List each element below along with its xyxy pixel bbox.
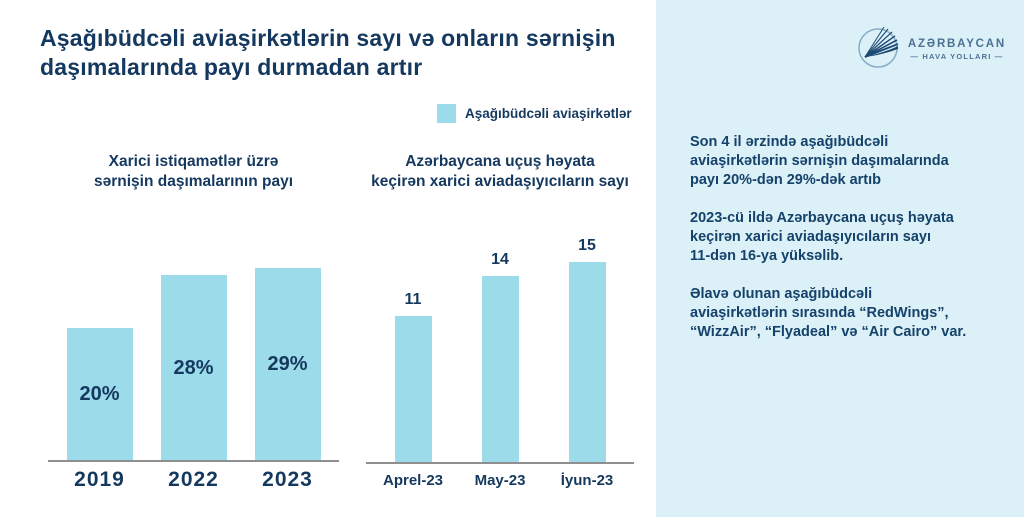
bar-2019: 20%	[66, 328, 133, 461]
bar-May-23	[481, 276, 519, 462]
airline-logo-text: AZƏRBAYCAN — HAVA YOLLARI —	[908, 38, 1006, 61]
x-axis-label-May-23: May-23	[474, 472, 526, 489]
bar-value-label: 15	[578, 237, 596, 254]
x-axis-label-2022: 2022	[168, 468, 219, 491]
airline-logo: AZƏRBAYCAN — HAVA YOLLARI —	[855, 24, 1006, 75]
bar-Aprel-23	[394, 316, 432, 462]
bar-value-label: 29%	[267, 353, 308, 375]
right-chart-axis-line	[366, 462, 634, 464]
x-axis-label-2019: 2019	[74, 468, 125, 491]
brand-subtitle: — HAVA YOLLARI —	[910, 52, 1004, 61]
bar-value-label: 20%	[79, 383, 120, 405]
sidebar-paragraph-2: 2023-cü ildə Azərbaycana uçuş həyata keç…	[690, 210, 954, 264]
page-title: Aşağıbüdcəli aviaşirkətlərin sayı və onl…	[40, 25, 616, 81]
bar-group-May-23: 14	[481, 251, 519, 462]
bar-group-Aprel-23: 11	[394, 291, 432, 462]
bar-İyun-23	[568, 262, 606, 462]
right-chart-x-labels: Aprel-23 May-23 İyun-23	[368, 472, 632, 489]
x-axis-label-İyun-23: İyun-23	[560, 472, 614, 489]
left-chart-x-labels: 2019 2022 2023	[50, 468, 337, 492]
x-axis-label-Aprel-23: Aprel-23	[382, 472, 444, 489]
right-chart-title: Azərbaycana uçuş həyata keçirən xarici a…	[371, 153, 629, 191]
bar-value-label: 14	[491, 251, 509, 268]
x-axis-label-2023: 2023	[262, 468, 313, 491]
sidebar-paragraph-1: Son 4 il ərzində aşağıbüdcəli aviaşirkət…	[690, 134, 949, 188]
legend-swatch-icon	[437, 104, 456, 123]
left-chart-title: Xarici istiqamətlər üzrə sərnişin daşıma…	[94, 153, 293, 191]
azal-wing-icon	[855, 24, 901, 75]
sidebar-text-block: Son 4 il ərzində aşağıbüdcəli aviaşirkət…	[690, 133, 1002, 361]
sidebar-paragraph-3: Əlavə olunan aşağıbüdcəli aviaşirkətləri…	[690, 286, 967, 340]
left-chart-plot: 20% 28% 29%	[50, 251, 337, 461]
legend: Aşağıbüdcəli aviaşirkətlər	[437, 104, 632, 123]
brand-name: AZƏRBAYCAN	[907, 38, 1006, 50]
left-chart-axis-line	[48, 460, 339, 462]
bar-2022: 28%	[160, 275, 227, 461]
right-chart-plot: 11 14 15	[368, 232, 632, 462]
sidebar-panel: AZƏRBAYCAN — HAVA YOLLARI —	[656, 0, 1024, 517]
bar-group-İyun-23: 15	[568, 237, 606, 462]
bar-2023: 29%	[254, 268, 321, 461]
legend-label: Aşağıbüdcəli aviaşirkətlər	[465, 106, 632, 121]
bar-value-label: 28%	[173, 356, 214, 379]
bar-value-label: 11	[404, 291, 422, 308]
